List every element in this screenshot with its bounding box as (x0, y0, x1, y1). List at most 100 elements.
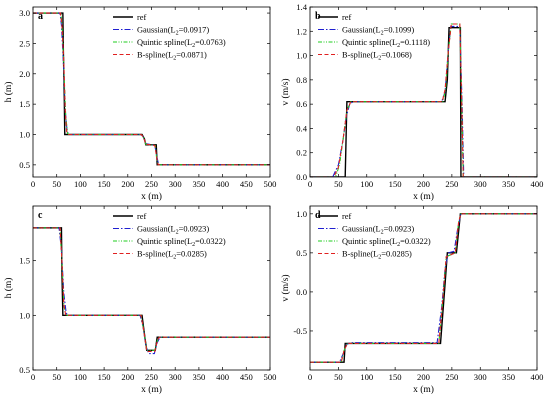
x-tick-label: 100 (74, 179, 87, 189)
y-tick-label: -0.5 (293, 326, 307, 336)
legend: ref Gaussian(L2=0.1099)Quintic spline(L2=… (318, 13, 430, 62)
x-tick-label: 300 (474, 372, 487, 382)
legend-entry-gaussian: Gaussian(L2=0.0923) (137, 225, 209, 236)
y-tick-label: 3.0 (19, 8, 30, 18)
legend-entry-ref: ref (137, 212, 147, 221)
legend-entry-bspline: B-spline(L2=0.0285) (342, 250, 412, 261)
x-tick-label: 350 (192, 179, 205, 189)
series-line-bspline (33, 12, 270, 166)
x-axis-label: x (m) (141, 191, 162, 202)
x-tick-label: 0 (31, 372, 35, 382)
y-tick-label: 0.0 (296, 172, 307, 182)
x-tick-label: 350 (502, 179, 515, 189)
y-axis-label: v (m/s) (280, 78, 291, 105)
x-tick-label: 150 (98, 179, 111, 189)
legend-entry-bspline: B-spline(L2=0.0871) (137, 51, 207, 62)
legend-entry-ref: ref (137, 13, 147, 22)
x-axis-label: x (m) (413, 384, 434, 395)
y-tick-label: 0.6 (296, 99, 307, 109)
legend: ref Gaussian(L2=0.0923)Quintic spline(L2=… (318, 212, 431, 261)
x-tick-label: 50 (52, 179, 61, 189)
series-line-ref (310, 213, 537, 363)
x-tick-label: 250 (445, 372, 458, 382)
series-line-bspline (310, 23, 537, 177)
series-line-quintic (33, 227, 270, 351)
series-line-bspline (33, 227, 270, 352)
y-axis-label: h (m) (3, 82, 14, 103)
x-tick-label: 150 (389, 372, 402, 382)
y-axis-label: v (m/s) (280, 274, 291, 301)
y-tick-label: 0.5 (296, 248, 307, 258)
legend-entry-quintic: Quintic spline(L2=0.0763) (137, 38, 226, 49)
x-tick-label: 300 (169, 179, 182, 189)
x-tick-label: 350 (502, 372, 515, 382)
x-tick-label: 200 (121, 179, 134, 189)
x-tick-label: 0 (308, 179, 312, 189)
y-axis-label: h (m) (3, 278, 14, 299)
legend-entry-gaussian: Gaussian(L2=0.0917) (137, 26, 209, 37)
x-tick-label: 200 (417, 372, 430, 382)
panel-label: c (38, 210, 43, 221)
series-line-ref (33, 12, 270, 166)
x-tick-label: 450 (240, 179, 253, 189)
legend-entry-quintic: Quintic spline(L2=0.0322) (342, 237, 431, 248)
x-tick-label: 0 (308, 372, 312, 382)
y-tick-label: 1.0 (296, 209, 307, 219)
y-tick-label: 1.0 (296, 51, 307, 61)
x-tick-label: 250 (145, 372, 158, 382)
legend-entry-quintic: Quintic spline(L2=0.0322) (137, 237, 226, 248)
x-tick-label: 200 (121, 372, 134, 382)
y-tick-label: 1.0 (19, 130, 30, 140)
x-tick-label: 500 (264, 179, 277, 189)
x-tick-label: 250 (445, 179, 458, 189)
y-tick-label: 0.0 (296, 287, 307, 297)
x-tick-label: 350 (192, 372, 205, 382)
x-tick-label: 50 (52, 372, 61, 382)
panel-b: 0 50 100 150 200 250 300 350 400 0.0 0.2 0.4 0.6 0.8 1… (280, 2, 543, 202)
panel-c: 0 50 100 150 200 250 300 350 400 450 500 0.5 1.0 1.5 x… (3, 205, 276, 395)
y-tick-label: 1.5 (19, 99, 30, 109)
x-tick-label: 150 (389, 179, 402, 189)
y-tick-label: 0.5 (19, 365, 30, 375)
y-tick-label: 2.0 (19, 69, 30, 79)
series-line-quintic (310, 23, 537, 177)
x-tick-label: 0 (31, 179, 35, 189)
x-tick-label: 300 (169, 372, 182, 382)
x-tick-label: 100 (360, 372, 373, 382)
x-tick-label: 450 (240, 372, 253, 382)
series-line-bspline (310, 213, 537, 363)
legend: ref Gaussian(L2=0.0923)Quintic spline(L2=… (113, 212, 226, 261)
x-tick-label: 250 (145, 179, 158, 189)
legend-entry-gaussian: Gaussian(L2=0.1099) (342, 26, 414, 37)
legend-entry-gaussian: Gaussian(L2=0.0923) (342, 225, 414, 236)
x-tick-label: 150 (98, 372, 111, 382)
legend-entry-ref: ref (342, 212, 352, 221)
series-line-gaussian (33, 227, 270, 355)
series-line-gaussian (33, 12, 270, 166)
x-tick-label: 300 (474, 179, 487, 189)
x-axis-label: x (m) (413, 191, 434, 202)
x-tick-label: 400 (531, 179, 544, 189)
series-line-ref (310, 26, 537, 177)
x-tick-label: 100 (74, 372, 87, 382)
x-tick-label: 400 (216, 179, 229, 189)
legend: ref Gaussian(L2=0.0917)Quintic spline(L2=… (113, 13, 226, 62)
y-tick-label: 0.4 (296, 123, 307, 133)
legend-entry-bspline: B-spline(L2=0.0285) (137, 250, 207, 261)
x-tick-label: 50 (334, 179, 343, 189)
y-tick-label: 0.8 (296, 75, 307, 85)
y-tick-label: 1.4 (296, 2, 307, 12)
x-tick-label: 400 (216, 372, 229, 382)
panel-a: 0 50 100 150 200 250 300 350 400 450 500 0.5 1.0 1.5 2… (3, 6, 277, 202)
x-tick-label: 400 (531, 372, 544, 382)
legend-entry-quintic: Quintic spline(L2=0.1118) (342, 38, 430, 49)
panel-label: a (38, 11, 43, 22)
x-tick-label: 50 (334, 372, 343, 382)
legend-entry-ref: ref (342, 13, 352, 22)
y-tick-label: 2.5 (19, 38, 30, 48)
x-axis-label: x (m) (141, 384, 162, 395)
y-tick-label: 1.0 (19, 310, 30, 320)
panel-d: 0 50 100 150 200 250 300 350 400 -0.5 0.0 0.5 1.0 x (… (280, 205, 544, 395)
x-tick-label: 100 (360, 179, 373, 189)
